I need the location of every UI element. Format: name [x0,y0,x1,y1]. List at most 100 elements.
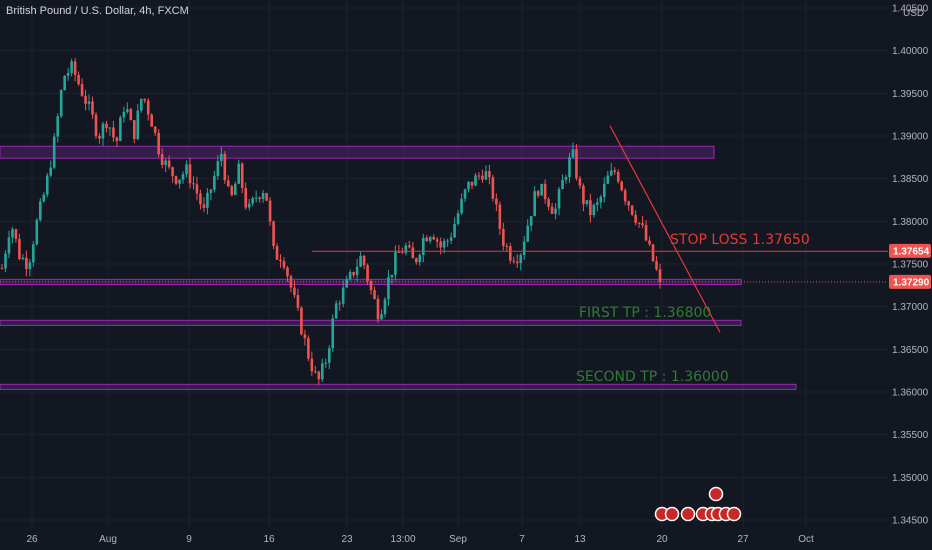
zone-band [0,319,742,326]
candle-body [157,132,160,155]
first-tp-label: FIRST TP : 1.36800 [579,305,712,321]
candle-body [460,198,463,214]
price-axis[interactable] [888,0,932,528]
candle-body [338,303,342,305]
event-flag-icon[interactable] [664,506,680,522]
candle-body [439,241,442,248]
candle-body [181,174,185,180]
candle-body [582,185,585,205]
candle-body [320,363,324,380]
x-tick-label: 26 [26,534,38,545]
candle-body [498,204,502,229]
candle-body [136,110,140,140]
candle-body [596,202,599,205]
candle-body [484,171,488,180]
candle-body [80,84,84,96]
candle-body [550,206,554,214]
candle-body [0,268,4,270]
candle-body [174,176,178,184]
currency-label[interactable]: USD [903,8,925,19]
candle-body [115,137,119,141]
event-flag-icon[interactable] [726,506,742,522]
candle-body [425,237,429,242]
candle-body [456,213,460,224]
candle-body [268,200,272,222]
candle-body [185,164,188,175]
candle-body [265,193,268,201]
candle-body [561,179,564,190]
candle-body [641,223,644,226]
candle-body [401,252,404,254]
time-axis-labels: 26 Aug 9 16 23 13:00 Sep 7 13 20 27 Oct [26,534,814,545]
y-tick-label: 1.36500 [892,345,929,356]
candle-body [275,246,279,260]
stop-loss-label: STOP LOSS 1.37650 [670,232,810,248]
candle-body [307,338,310,359]
candle-body [481,175,484,180]
candle-body [66,73,70,76]
candle-body [627,201,630,206]
candle-body [164,160,167,165]
candle-body [345,279,348,288]
x-tick-label: 20 [656,534,668,545]
candle-body [414,258,418,263]
candle-body [568,157,571,178]
candle-body [105,123,108,129]
candle-body [334,303,338,319]
candle-body [453,223,456,238]
candle-body [394,251,397,275]
time-axis[interactable] [0,528,888,550]
symbol-title[interactable]: British Pound / U.S. Dollar, 4h, FXCM [6,5,189,17]
event-flag-icon[interactable] [708,486,724,502]
candle-body [220,153,223,162]
candle-body [630,205,634,215]
candle-body [132,120,136,140]
x-tick-label: 7 [519,534,525,545]
y-tick-label: 1.35500 [892,430,929,441]
trendline [609,125,721,333]
candle-body [178,179,181,184]
candle-body [206,192,209,208]
candle-body [446,240,449,242]
candle-body [91,101,94,115]
candle-body [404,245,408,253]
candle-body [146,100,150,115]
candle-body [216,161,220,176]
candle-body [18,238,21,259]
candle-body [254,197,258,199]
candle-body [529,216,533,226]
candle-body [73,61,77,75]
candle-body [644,225,648,241]
candle-body [192,183,195,185]
candle-body [230,186,234,196]
candle-body [209,189,213,193]
candle-body [383,299,387,315]
candle-body [167,160,171,168]
candle-body [49,167,53,176]
candle-body [226,180,230,187]
candle-body [592,204,596,216]
candle-body [237,163,241,184]
candle-body [314,371,317,373]
candle-body [7,237,11,254]
candle-body [28,262,32,270]
economic-events[interactable] [654,486,742,522]
x-tick-label: Oct [798,534,814,545]
candle-body [139,98,143,111]
candle-body [348,271,352,280]
candle-body [512,260,516,262]
event-flag-icon[interactable] [680,506,696,522]
candle-body [571,149,575,158]
candle-body [247,203,251,208]
candle-body [112,127,115,138]
x-tick-label: Sep [449,534,467,545]
candle-body [63,75,66,91]
candle-body [261,193,265,199]
candle-body [408,245,411,248]
candle-body [355,266,359,276]
candle-body [435,239,439,242]
candle-body [143,98,147,101]
candle-body [634,214,637,223]
y-tick-label: 1.37000 [892,302,929,313]
